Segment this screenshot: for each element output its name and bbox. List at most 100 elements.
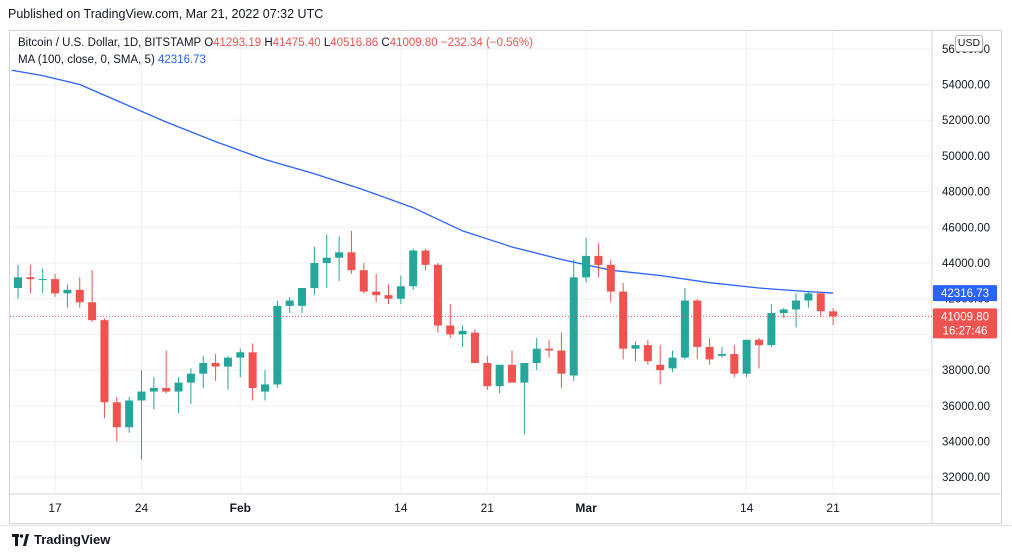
candle-up[interactable] [14, 264, 22, 299]
candle-down[interactable] [446, 304, 455, 339]
candle-down[interactable] [594, 243, 603, 278]
candle-up[interactable] [186, 368, 195, 405]
footer-branding[interactable]: TradingView [12, 532, 110, 547]
close-value: 41009.80 [389, 37, 438, 49]
candle-down[interactable] [26, 264, 35, 294]
candle-up[interactable] [261, 370, 269, 401]
candle-down[interactable] [557, 332, 566, 388]
candle-down[interactable] [75, 277, 84, 308]
candle-down[interactable] [470, 329, 479, 363]
candle-down[interactable] [643, 339, 652, 365]
candle-down[interactable] [88, 270, 97, 322]
candle-body [582, 255, 591, 278]
candle-body [656, 364, 665, 371]
candle-down[interactable] [100, 318, 109, 419]
candle-up[interactable] [273, 300, 282, 388]
candle-up[interactable] [569, 259, 578, 381]
candle-down[interactable] [51, 273, 60, 297]
candle-up[interactable] [298, 288, 307, 314]
candle-up[interactable] [582, 238, 591, 283]
last-price-label: 41009.80 [941, 311, 989, 323]
candle-up[interactable] [680, 288, 689, 360]
close-label: C [381, 37, 390, 49]
ma-indicator-label[interactable]: MA (100, close, 0, SMA, 5) [18, 54, 155, 66]
ma-indicator-value: 42316.73 [157, 54, 206, 66]
candle-up[interactable] [149, 377, 158, 410]
candle-up[interactable] [223, 355, 232, 390]
candle-up[interactable] [767, 304, 776, 347]
candle-down[interactable] [508, 350, 516, 383]
candle-down[interactable] [829, 308, 838, 326]
candle-up[interactable] [125, 396, 134, 433]
candle-down[interactable] [693, 298, 702, 360]
candle-up[interactable] [174, 377, 183, 413]
grid-lines [10, 31, 1001, 523]
candle-body [88, 302, 97, 321]
candle-body [829, 311, 838, 317]
price-axis: 32000.0034000.0036000.0038000.0040000.00… [942, 44, 990, 484]
candle-body [717, 354, 726, 356]
currency-button[interactable]: USD [955, 35, 983, 52]
candle-body [223, 357, 232, 367]
candle-body [680, 300, 689, 358]
candle-up[interactable] [458, 325, 467, 347]
candle-down[interactable] [483, 355, 492, 390]
candle-up[interactable] [520, 362, 529, 435]
candle-up[interactable] [742, 339, 751, 378]
candle-down[interactable] [372, 273, 381, 303]
candle-down[interactable] [606, 259, 615, 303]
candle-up[interactable] [532, 338, 541, 371]
candle-up[interactable] [409, 248, 418, 290]
chart-frame [9, 30, 1002, 524]
candle-up[interactable] [631, 341, 640, 362]
candle-body [14, 277, 22, 289]
candle-up[interactable] [779, 307, 788, 319]
candle-down[interactable] [384, 284, 393, 305]
price-tick-label: 36000.00 [942, 401, 990, 413]
candle-down[interactable] [211, 354, 220, 381]
candle-up[interactable] [285, 296, 294, 314]
candle-up[interactable] [137, 370, 146, 460]
candle-up[interactable] [804, 291, 813, 308]
candle-body [693, 300, 702, 347]
candle-body [495, 364, 504, 387]
candle-up[interactable] [63, 284, 72, 308]
candle-down[interactable] [162, 350, 171, 394]
candle-down[interactable] [656, 345, 665, 385]
candle-body [359, 270, 368, 292]
candle-body [125, 400, 134, 428]
candle-body [804, 293, 813, 301]
candle-up[interactable] [495, 364, 504, 394]
tradingview-logo-icon [12, 533, 29, 546]
candle-down[interactable] [112, 396, 121, 442]
candle-body [322, 257, 331, 264]
candle-body [162, 387, 171, 392]
candles [14, 230, 838, 460]
candle-up[interactable] [717, 346, 726, 358]
price-chart[interactable]: 32000.0034000.0036000.0038000.0040000.00… [0, 0, 1012, 524]
candle-up[interactable] [199, 355, 208, 388]
candle-up[interactable] [310, 246, 319, 296]
candle-down[interactable] [705, 338, 714, 365]
candle-down[interactable] [545, 339, 554, 358]
candle-up[interactable] [668, 350, 677, 372]
price-tick-label: 32000.00 [942, 472, 990, 484]
candle-up[interactable] [792, 293, 801, 328]
candle-up[interactable] [38, 268, 47, 294]
candle-up[interactable] [236, 348, 245, 378]
candle-body [742, 339, 751, 374]
symbol-label[interactable]: Bitcoin / U.S. Dollar, 1D, BITSTAMP [18, 37, 201, 49]
candle-down[interactable] [248, 343, 257, 401]
candle-down[interactable] [433, 263, 442, 333]
candle-down[interactable] [421, 248, 430, 271]
candle-down[interactable] [347, 230, 356, 274]
candle-down[interactable] [619, 282, 628, 360]
candle-down[interactable] [730, 345, 739, 378]
candle-down[interactable] [755, 338, 763, 369]
candle-up[interactable] [322, 234, 331, 289]
candle-down[interactable] [816, 291, 825, 317]
candle-up[interactable] [335, 236, 344, 281]
candle-down[interactable] [359, 263, 368, 294]
candle-up[interactable] [396, 275, 405, 305]
bar-countdown-label: 16:27:46 [943, 325, 988, 337]
